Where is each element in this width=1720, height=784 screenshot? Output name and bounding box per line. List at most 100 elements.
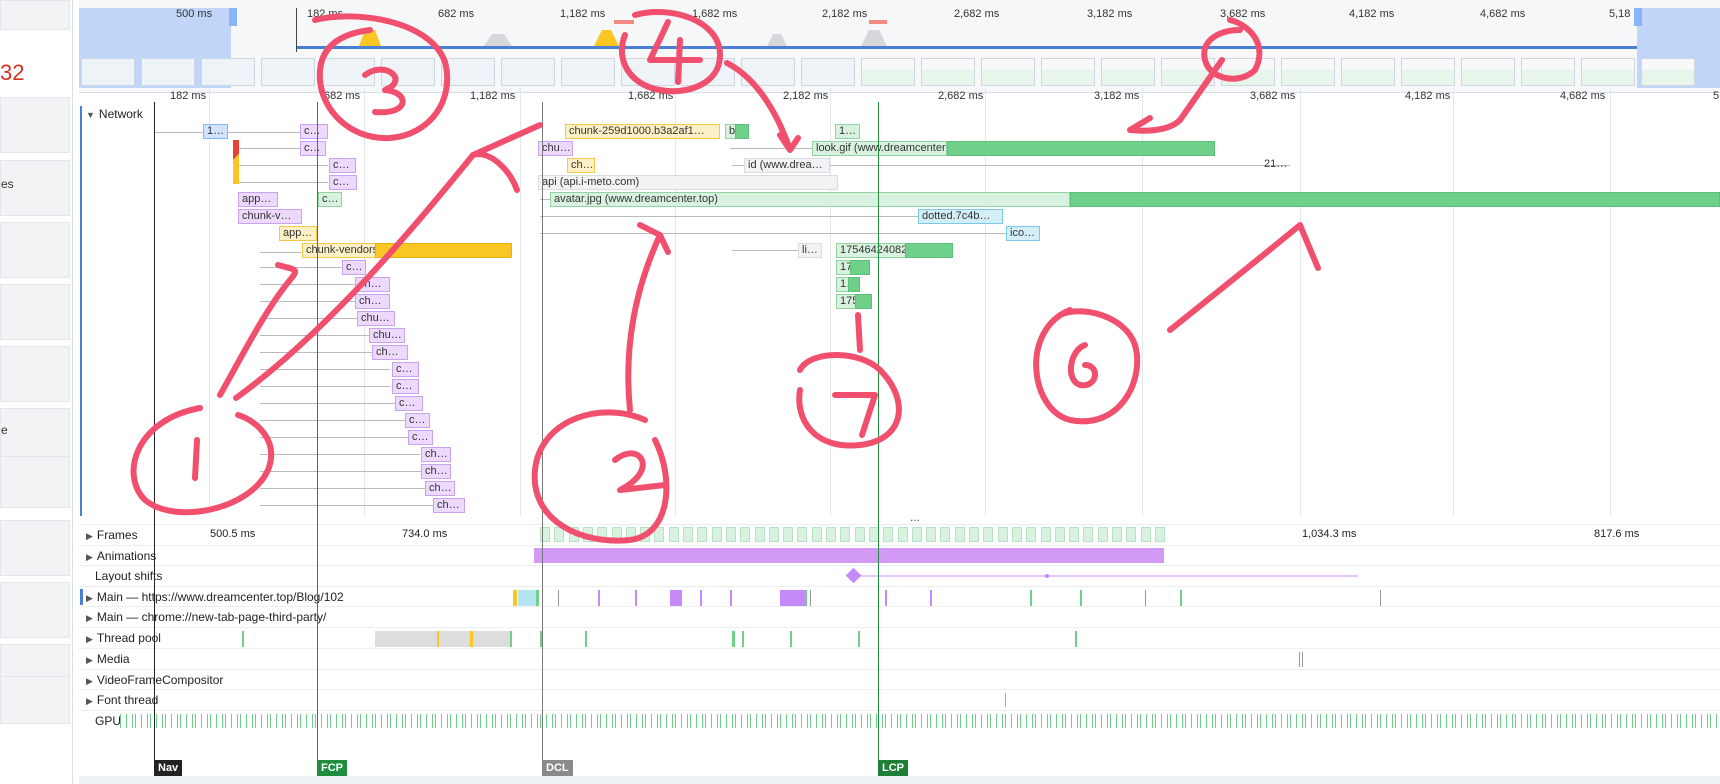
gpu-task[interactable] [1587,714,1588,728]
gpu-task[interactable] [840,714,841,728]
sidebar-item[interactable] [0,284,70,340]
gpu-task[interactable] [1071,714,1072,728]
filmstrip-thumbnail[interactable] [1581,58,1635,86]
gpu-task[interactable] [327,714,328,728]
gpu-task[interactable] [666,714,667,728]
gpu-task[interactable] [1200,714,1201,728]
gpu-task[interactable] [1287,714,1288,728]
gpu-task[interactable] [552,714,553,728]
gpu-task[interactable] [591,714,592,728]
gpu-task[interactable] [1080,714,1081,728]
gpu-task[interactable] [1491,714,1492,728]
main-thread-task[interactable] [558,590,559,606]
gpu-task[interactable] [561,714,562,728]
gpu-task[interactable] [1185,714,1186,728]
gpu-task[interactable] [282,714,283,728]
network-request[interactable]: c… [405,413,430,428]
gpu-task[interactable] [177,714,178,728]
gpu-task[interactable] [705,714,706,728]
network-request[interactable]: 21… [1264,158,1288,170]
gpu-task[interactable] [165,714,166,728]
network-request[interactable]: chu… [369,328,405,343]
gpu-task[interactable] [696,714,697,728]
gpu-task[interactable] [411,714,412,728]
gpu-task[interactable] [942,714,943,728]
gpu-task[interactable] [1170,714,1171,728]
gpu-task[interactable] [1572,714,1573,728]
thread-pool-task[interactable] [471,631,473,647]
gpu-task[interactable] [1521,714,1522,728]
expand-triangle-icon[interactable]: ▶ [86,634,93,644]
gpu-task[interactable] [987,714,988,728]
gpu-task[interactable] [1662,714,1663,728]
gpu-task[interactable] [1476,714,1477,728]
gpu-task[interactable] [921,714,922,728]
network-request[interactable]: app… [279,226,317,241]
gpu-task[interactable] [1266,714,1267,728]
network-request[interactable]: app… [238,192,278,207]
frame-block[interactable] [625,527,636,542]
gpu-task[interactable] [1206,714,1207,728]
gpu-task[interactable] [996,714,997,728]
gpu-task[interactable] [1260,714,1261,728]
main-thread-task[interactable] [1145,590,1146,606]
gpu-task[interactable] [1422,714,1423,728]
gpu-task[interactable] [1026,714,1027,728]
gpu-task[interactable] [402,714,403,728]
gpu-task[interactable] [417,714,418,728]
gpu-task[interactable] [195,714,196,728]
gpu-task[interactable] [1686,714,1687,728]
filmstrip-thumbnail[interactable] [1161,58,1215,86]
gpu-task[interactable] [1110,714,1111,728]
gpu-task[interactable] [1326,714,1327,728]
network-request[interactable]: chunk-v… [238,209,302,224]
network-request[interactable]: api (api.i-meto.com) [538,175,838,190]
network-request[interactable]: ch… [567,158,595,173]
gpu-task[interactable] [1296,714,1297,728]
gpu-task[interactable] [1461,714,1462,728]
gpu-task[interactable] [465,714,466,728]
gpu-task[interactable] [792,714,793,728]
gpu-task[interactable] [321,714,322,728]
frame-block[interactable] [1026,527,1037,542]
gpu-task[interactable] [537,714,538,728]
gpu-task[interactable] [1077,714,1078,728]
thread-pool-activity[interactable] [240,631,1090,647]
gpu-task[interactable] [1545,714,1546,728]
gpu-task[interactable] [1161,714,1162,728]
gpu-task[interactable] [1701,714,1702,728]
gpu-task[interactable] [1671,714,1672,728]
thread-pool-task[interactable] [242,631,244,647]
gpu-task[interactable] [1125,714,1126,728]
filmstrip-thumbnail[interactable] [321,58,375,86]
thread-pool-task[interactable] [375,631,511,647]
filmstrip-thumbnail[interactable] [381,58,435,86]
main-thread-task[interactable] [780,590,805,606]
gpu-task[interactable] [1245,714,1246,728]
filmstrip-thumbnail[interactable] [1401,58,1455,86]
main-thread-task[interactable] [885,590,887,606]
network-request[interactable]: chu… [538,141,573,156]
frame-block[interactable] [811,527,822,542]
gpu-task[interactable] [306,714,307,728]
frame-block[interactable] [611,527,622,542]
track-gpu[interactable]: GPU [79,710,1720,730]
gpu-task[interactable] [192,714,193,728]
gpu-task[interactable] [1605,714,1606,728]
gpu-task[interactable] [522,714,523,728]
gpu-task[interactable] [750,714,751,728]
gpu-task[interactable] [1146,714,1147,728]
gpu-task[interactable] [1536,714,1537,728]
gpu-task[interactable] [1362,714,1363,728]
gpu-task[interactable] [831,714,832,728]
main-thread-task[interactable] [1080,590,1082,606]
network-request-bar[interactable] [1070,192,1720,207]
gpu-task[interactable] [1086,714,1087,728]
gpu-task[interactable] [1692,714,1693,728]
gpu-task[interactable] [945,714,946,728]
gpu-task[interactable] [1485,714,1486,728]
gpu-task[interactable] [201,714,202,728]
expand-triangle-icon[interactable]: ▶ [86,696,93,706]
gpu-task[interactable] [936,714,937,728]
filmstrip-thumbnail[interactable] [1341,58,1395,86]
